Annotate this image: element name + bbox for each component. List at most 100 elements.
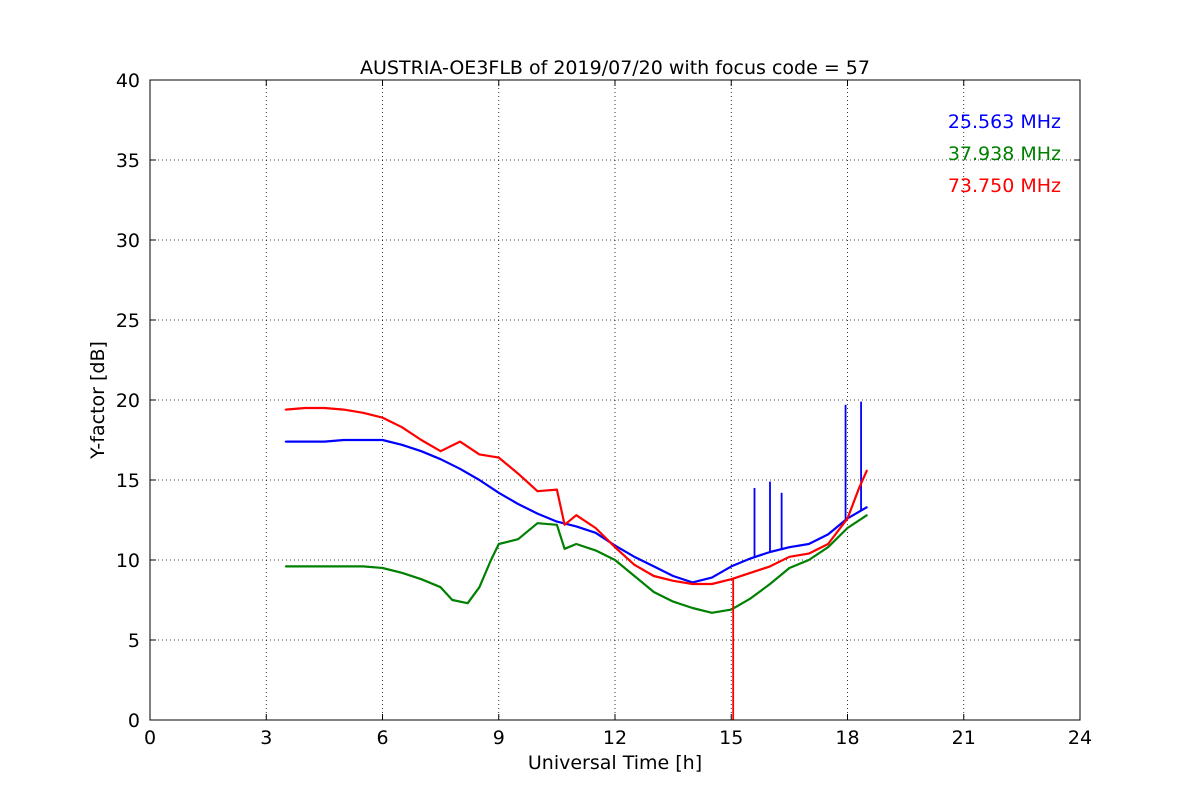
legend: 25.563 MHz 37.938 MHz 73.750 MHz — [948, 111, 1061, 197]
data-point — [517, 472, 520, 475]
legend-entry: 37.938 MHz — [948, 143, 1061, 165]
data-point — [342, 565, 345, 568]
data-series — [284, 401, 868, 720]
data-point — [749, 597, 752, 600]
data-point — [323, 565, 326, 568]
data-point — [536, 512, 539, 515]
data-point — [342, 439, 345, 441]
data-point — [400, 571, 403, 574]
data-point — [536, 490, 539, 493]
data-point — [710, 576, 713, 579]
data-point — [575, 525, 578, 528]
data-point — [451, 599, 454, 601]
data-point — [865, 506, 868, 509]
x-tick-label: 15 — [719, 727, 743, 749]
data-point — [459, 440, 461, 443]
data-point — [749, 557, 752, 560]
data-point — [478, 479, 481, 481]
data-point — [304, 407, 306, 409]
data-point — [555, 488, 558, 491]
data-point — [807, 559, 810, 561]
data-point — [420, 439, 423, 441]
data-point — [807, 543, 810, 545]
x-axis-label: Universal Time [h] — [528, 752, 702, 774]
data-point — [730, 578, 733, 581]
data-point — [652, 575, 655, 577]
series-line — [285, 514, 868, 614]
y-tick-label: 40 — [116, 70, 140, 92]
data-point — [497, 491, 500, 494]
y-tick-label: 35 — [116, 150, 140, 172]
x-tick-label: 21 — [952, 727, 976, 749]
data-point — [594, 527, 597, 529]
data-point — [652, 565, 655, 568]
data-point — [381, 416, 384, 419]
legend-entry: 25.563 MHz — [948, 111, 1061, 133]
data-point — [672, 575, 675, 577]
data-point — [846, 527, 849, 529]
data-point — [420, 450, 423, 453]
legend-entry: 73.750 MHz — [948, 175, 1061, 197]
data-point — [594, 549, 597, 552]
data-point — [439, 450, 442, 453]
data-point — [865, 514, 868, 517]
y-tick-label: 20 — [116, 390, 140, 412]
x-tick-label: 9 — [493, 727, 505, 749]
y-tick-label: 25 — [116, 310, 140, 332]
data-point — [362, 439, 365, 441]
data-point — [749, 571, 752, 574]
data-point — [517, 538, 520, 541]
data-point — [536, 522, 539, 525]
data-point — [555, 523, 558, 526]
y-tick-label: 30 — [116, 230, 140, 252]
series-37-938-mhz — [284, 514, 868, 614]
axis-ticks: 0 3 6 9 12 15 18 21 24 0 5 10 15 20 25 30 35 40 — [116, 70, 1092, 749]
data-point — [284, 565, 287, 568]
data-point — [563, 547, 566, 550]
data-point — [858, 487, 861, 489]
data-point — [788, 546, 791, 549]
data-point — [710, 611, 713, 614]
data-point — [769, 565, 771, 568]
data-point — [652, 591, 655, 593]
data-point — [497, 456, 500, 459]
x-tick-label: 3 — [260, 727, 272, 749]
data-point — [304, 440, 306, 443]
data-point — [614, 546, 616, 549]
y-tick-label: 10 — [116, 550, 140, 572]
data-point — [769, 583, 771, 585]
data-point — [614, 559, 616, 561]
data-point — [730, 565, 733, 568]
data-point — [846, 517, 849, 520]
y-axis-label: Y-factor [dB] — [87, 341, 109, 460]
data-point — [284, 440, 287, 443]
data-point — [672, 579, 675, 582]
data-point — [478, 453, 481, 456]
data-point — [633, 575, 636, 577]
data-point — [575, 543, 578, 545]
data-point — [517, 503, 520, 505]
data-point — [691, 607, 694, 609]
x-tick-label: 24 — [1068, 727, 1092, 749]
data-point — [478, 586, 481, 589]
data-point — [594, 531, 597, 534]
data-point — [788, 555, 791, 558]
data-point — [362, 411, 365, 414]
data-point — [362, 565, 365, 568]
y-tick-label: 5 — [128, 630, 140, 652]
data-point — [788, 567, 791, 569]
data-point — [827, 546, 830, 549]
data-point — [304, 565, 306, 568]
data-point — [490, 559, 492, 561]
x-tick-label: 18 — [835, 727, 859, 749]
data-point — [807, 552, 810, 555]
data-point — [633, 563, 636, 566]
chart-title: AUSTRIA-OE3FLB of 2019/07/20 with focus … — [360, 57, 870, 79]
data-point — [633, 555, 636, 558]
data-point — [730, 608, 733, 611]
data-point — [827, 543, 830, 545]
data-point — [400, 426, 403, 429]
